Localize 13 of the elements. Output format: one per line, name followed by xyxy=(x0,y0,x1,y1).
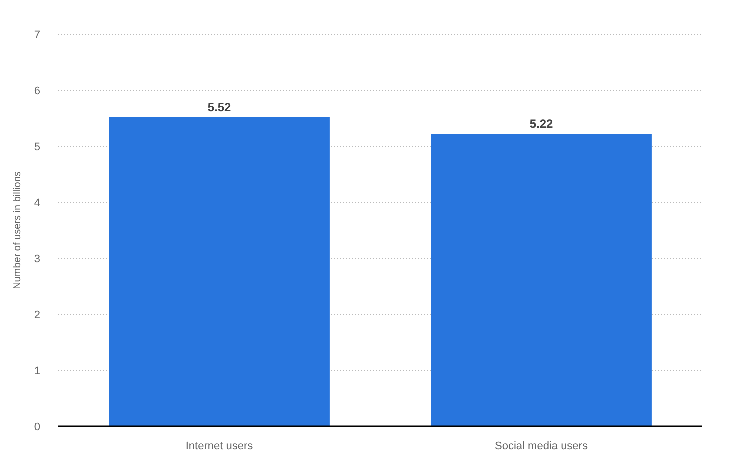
x-tick-label: Social media users xyxy=(495,440,588,452)
data-label: 5.22 xyxy=(530,117,554,132)
y-tick-label: 2 xyxy=(34,310,41,322)
x-tick-label: Internet users xyxy=(186,440,254,452)
y-tick-label: 7 xyxy=(34,30,41,42)
data-label: 5.52 xyxy=(208,100,232,114)
y-tick-label: 0 xyxy=(34,422,41,434)
y-tick-label: 4 xyxy=(34,198,41,210)
y-axis-title: Number of users in billions xyxy=(12,172,24,290)
y-tick-label: 6 xyxy=(34,86,41,98)
y-tick-label: 5 xyxy=(34,142,41,154)
y-tick-label: 3 xyxy=(34,254,41,266)
y-tick-label: 1 xyxy=(34,366,41,378)
